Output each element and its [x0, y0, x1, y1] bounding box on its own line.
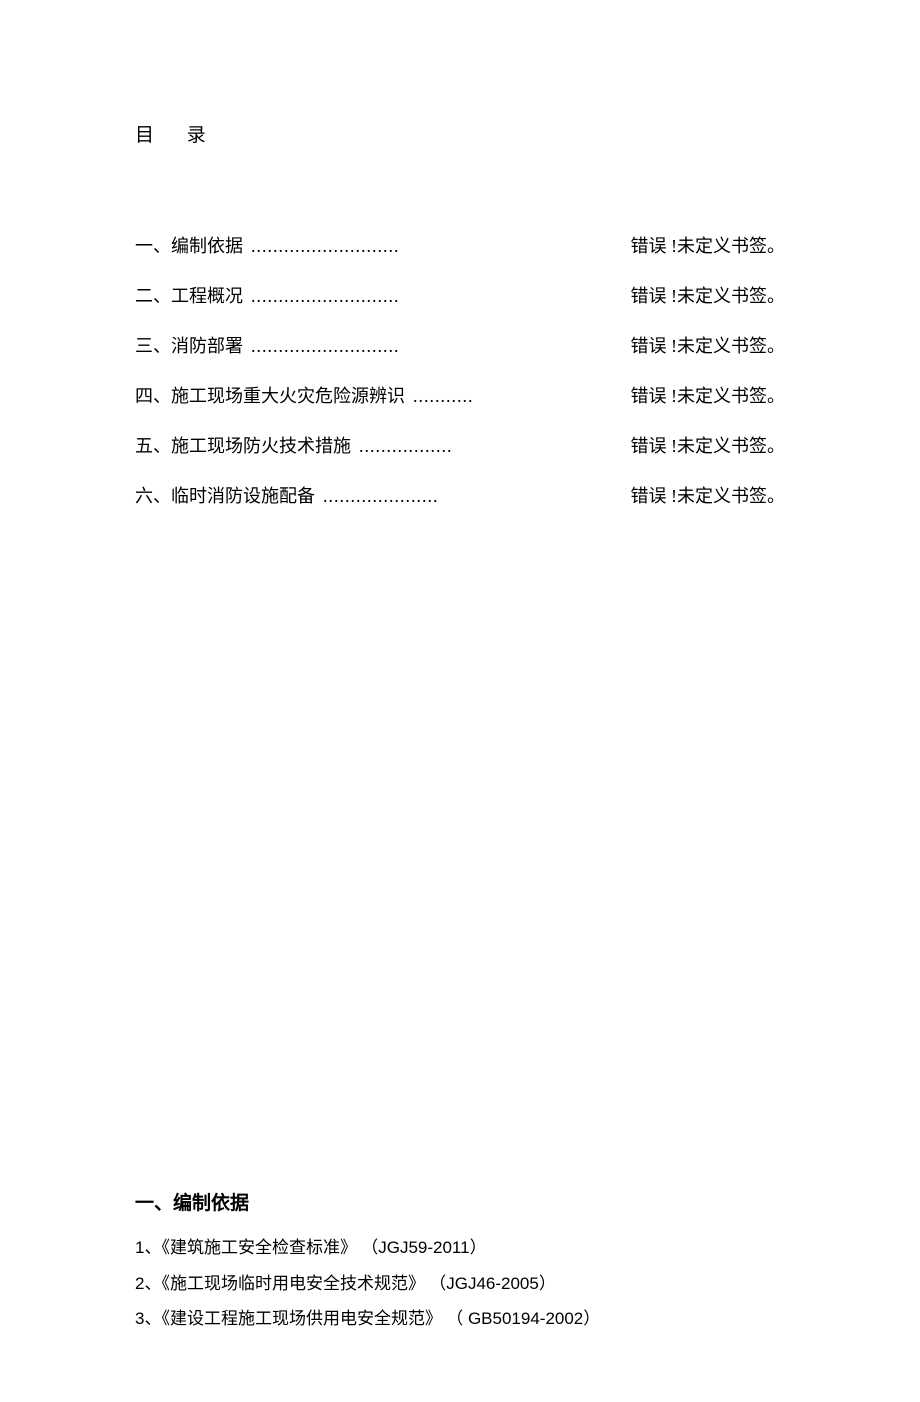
toc-item-label: 二、工程概况 — [135, 282, 243, 308]
toc-item-dots: ........................... — [251, 286, 400, 307]
ref-suffix: ） — [470, 1238, 487, 1257]
toc-item-label: 五、施工现场防火技术措施 — [135, 432, 351, 458]
toc-item-label: 一、编制依据 — [135, 232, 243, 258]
section-heading: 一、编制依据 — [135, 1188, 785, 1215]
ref-number: 3 — [135, 1309, 144, 1328]
toc-item-page: 错误 !未定义书签。 — [631, 232, 786, 258]
document-page: 目 录 一、编制依据 ........................... 错… — [0, 0, 920, 1402]
ref-code: JGJ59-2011 — [378, 1238, 469, 1257]
toc-item-page: 错误 !未定义书签。 — [631, 482, 786, 508]
toc-item-dots: ..................... — [323, 486, 439, 507]
toc-row: 五、施工现场防火技术措施 ................. 错误 !未定义书签… — [135, 432, 785, 458]
toc-row: 一、编制依据 ........................... 错误 !未… — [135, 232, 785, 258]
table-of-contents: 一、编制依据 ........................... 错误 !未… — [135, 232, 785, 508]
toc-row: 三、消防部署 ........................... 错误 !未… — [135, 332, 785, 358]
toc-item-page: 错误 !未定义书签。 — [631, 432, 786, 458]
toc-item-dots: ........................... — [251, 336, 400, 357]
toc-row: 四、施工现场重大火灾危险源辨识 ........... 错误 !未定义书签。 — [135, 382, 785, 408]
ref-suffix: ） — [583, 1309, 600, 1328]
ref-code: JGJ46-2005 — [446, 1274, 539, 1293]
reference-item: 2、《施工现场临时用电安全技术规范》 （JGJ46-2005） — [135, 1271, 785, 1297]
toc-item-label: 四、施工现场重大火灾危险源辨识 — [135, 382, 405, 408]
toc-item-label: 三、消防部署 — [135, 332, 243, 358]
ref-code: GB50194-2002 — [463, 1309, 583, 1328]
toc-item-page: 错误 !未定义书签。 — [631, 282, 786, 308]
toc-row: 二、工程概况 ........................... 错误 !未… — [135, 282, 785, 308]
toc-title: 目 录 — [135, 120, 785, 147]
reference-item: 1、《建筑施工安全检查标准》 （JGJ59-2011） — [135, 1235, 785, 1261]
toc-item-page: 错误 !未定义书签。 — [631, 332, 786, 358]
toc-row: 六、临时消防设施配备 ..................... 错误 !未定义… — [135, 482, 785, 508]
reference-item: 3、《建设工程施工现场供用电安全规范》 （ GB50194-2002） — [135, 1306, 785, 1332]
ref-suffix: ） — [539, 1274, 556, 1293]
toc-item-page: 错误 !未定义书签。 — [631, 382, 786, 408]
ref-title: 、《建筑施工安全检查标准》 （ — [144, 1238, 378, 1257]
toc-item-dots: ........................... — [251, 236, 400, 257]
toc-item-dots: ................. — [359, 436, 453, 457]
ref-title: 、《建设工程施工现场供用电安全规范》 （ — [144, 1309, 463, 1328]
reference-list: 1、《建筑施工安全检查标准》 （JGJ59-2011） 2、《施工现场临时用电安… — [135, 1235, 785, 1332]
toc-item-label: 六、临时消防设施配备 — [135, 482, 315, 508]
ref-title: 、《施工现场临时用电安全技术规范》 （ — [144, 1274, 446, 1293]
toc-item-dots: ........... — [413, 386, 474, 407]
